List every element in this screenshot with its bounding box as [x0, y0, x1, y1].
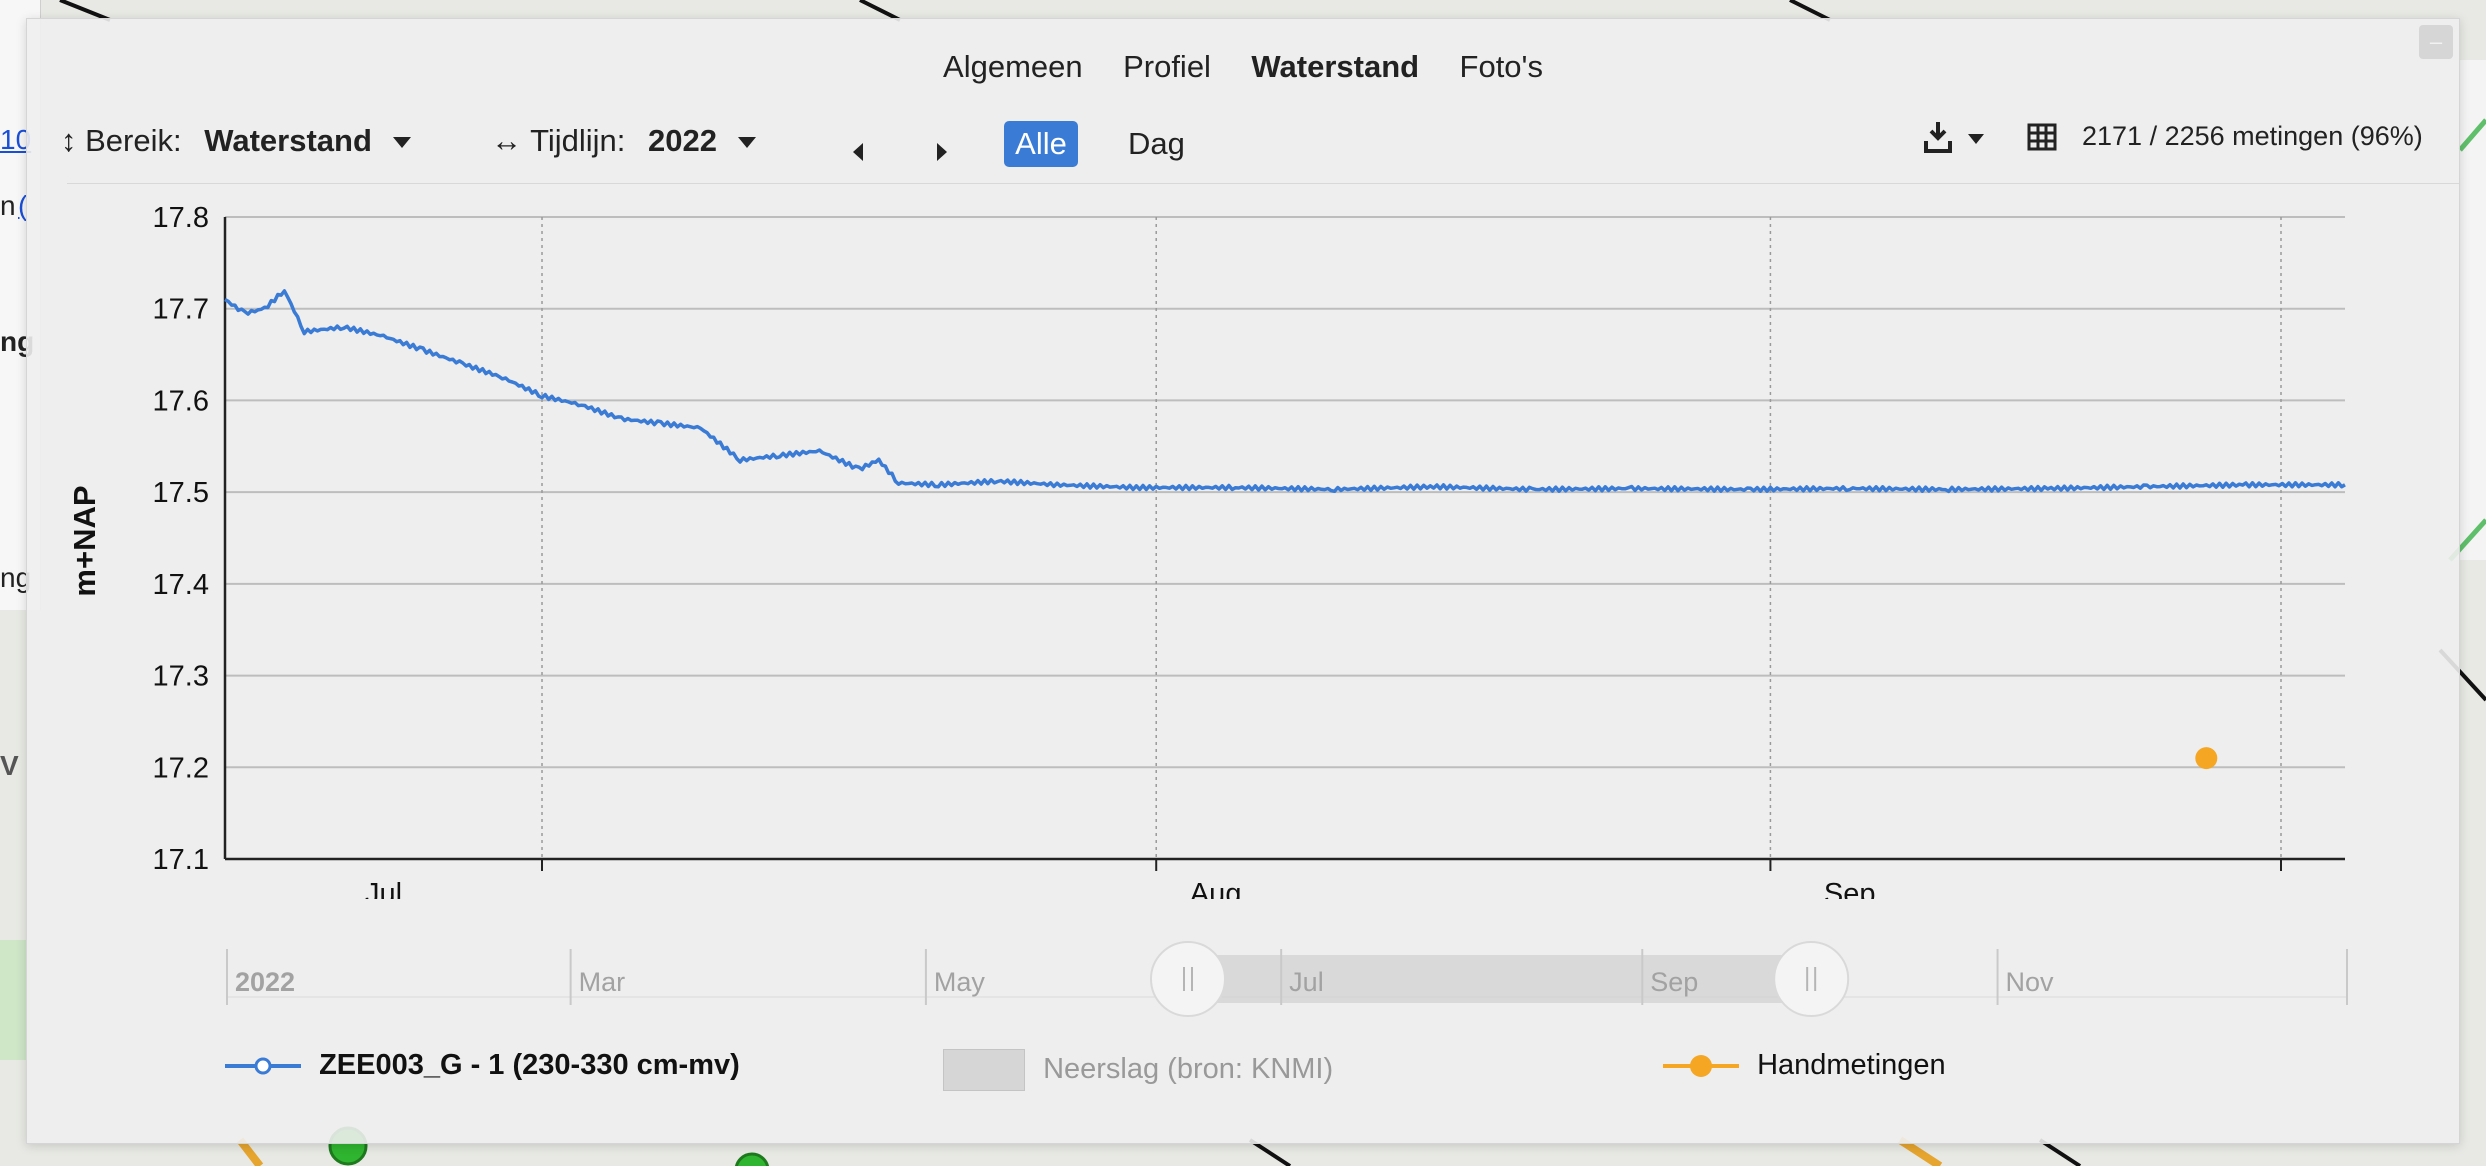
legend-series-label: ZEE003_G - 1 (230-330 cm-mv): [319, 1049, 740, 1081]
download-button[interactable]: [1924, 119, 1994, 163]
manual-measurement-point: [2195, 747, 2218, 770]
y-tick-label: 17.1: [153, 844, 209, 876]
y-tick-label: 17.6: [153, 385, 209, 417]
y-tick-label: 17.4: [153, 569, 209, 601]
vertical-arrows-icon: ↕: [61, 123, 77, 158]
tab-bar: Algemeen Profiel Waterstand Foto's: [27, 49, 2459, 85]
download-icon: [1924, 122, 1984, 153]
alle-button[interactable]: Alle: [1004, 121, 1078, 167]
dag-button[interactable]: Dag: [1128, 126, 1185, 161]
side-text-fragment-3: V: [0, 750, 19, 781]
side-link-fragment-2[interactable]: (: [18, 190, 28, 221]
prev-button[interactable]: [853, 133, 863, 169]
side-text-fragment-2: ng: [0, 562, 32, 593]
manual-marker-icon: [1663, 1055, 1739, 1078]
tijdlijn-label: Tijdlijn:: [530, 123, 626, 158]
bereik-dropdown[interactable]: ↕ Bereik: Waterstand: [61, 123, 411, 159]
side-text-fragment: n: [0, 190, 16, 221]
navigator: 2022 Mar May Jul Sep Nov: [226, 941, 2348, 1017]
navigator-label: 2022: [235, 967, 295, 997]
navigator-handle-end[interactable]: [1773, 941, 1850, 1017]
x-tick-label: Aug: [1190, 878, 1242, 899]
tab-profiel[interactable]: Profiel: [1123, 49, 1211, 84]
y-tick-label: 17.3: [153, 661, 209, 693]
series-line-marker-icon: [225, 1057, 301, 1075]
navigator-label: Mar: [579, 967, 626, 997]
tab-algemeen[interactable]: Algemeen: [943, 49, 1083, 84]
tab-waterstand[interactable]: Waterstand: [1251, 49, 1420, 84]
table-icon: [2027, 123, 2057, 151]
legend-item-series[interactable]: ZEE003_G - 1 (230-330 cm-mv): [223, 1049, 740, 1082]
close-button[interactable]: –: [2419, 25, 2453, 59]
side-link-fragment[interactable]: 10: [0, 124, 32, 155]
tijdlijn-value: 2022: [648, 123, 717, 158]
chart-popup: – Algemeen Profiel Waterstand Foto's ↕ B…: [26, 18, 2460, 1144]
y-tick-label: 17.7: [153, 294, 209, 326]
tab-fotos[interactable]: Foto's: [1459, 49, 1543, 84]
y-tick-label: 17.5: [153, 477, 209, 509]
legend-manual-label: Handmetingen: [1757, 1049, 1946, 1081]
x-tick-label: Sep: [1824, 878, 1876, 899]
navigator-content: 2022 Mar May Jul Sep Nov: [226, 941, 2348, 1017]
bereik-value: Waterstand: [204, 123, 372, 158]
tijdlijn-dropdown[interactable]: ↔ Tijdlijn: 2022: [491, 123, 756, 159]
series: [224, 289, 2346, 770]
y-tick-label: 17.8: [153, 202, 209, 234]
axes: 17.8 17.7 17.6 17.5 17.4 17.3 17.2 17.1 Jul Aug Se…: [153, 202, 2345, 899]
chevron-down-icon: [392, 137, 411, 149]
toolbar: ↕ Bereik: Waterstand ↔ Tijdlijn: 2022: [27, 105, 2459, 165]
legend-item-manual[interactable]: Handmetingen: [1661, 1049, 1946, 1082]
x-tick-label: Jul: [365, 878, 402, 899]
navigator-label: Sep: [1650, 967, 1698, 997]
measurement-count: 2171 / 2256 metingen (96%): [2082, 121, 2423, 151]
navigator-handle-start[interactable]: [1149, 941, 1226, 1017]
navigator-selection: [1187, 955, 1812, 1003]
navigator-label: May: [934, 967, 986, 997]
horizontal-arrows-icon: ↔: [491, 123, 522, 158]
navigator-label: Jul: [1289, 967, 1324, 997]
prev-icon: [853, 143, 863, 161]
next-button[interactable]: [937, 133, 947, 169]
series-line: [224, 289, 2346, 494]
y-axis-label: m+NAP: [67, 485, 102, 596]
table-button[interactable]: [2027, 123, 2057, 159]
next-icon: [937, 143, 947, 161]
navigator-label: Nov: [2006, 967, 2055, 997]
precip-swatch-icon: [943, 1049, 1025, 1091]
legend-precip-label: Neerslag (bron: KNMI): [1043, 1052, 1334, 1085]
legend: ZEE003_G - 1 (230-330 cm-mv) Neerslag (b…: [27, 1029, 2459, 1091]
toolbar-divider: [67, 183, 2459, 184]
waterstand-chart: 17.8 17.7 17.6 17.5 17.4 17.3 17.2 17.1 Jul Aug Se…: [67, 202, 2346, 899]
chevron-down-icon: [737, 137, 756, 149]
y-tick-label: 17.2: [153, 752, 209, 784]
bereik-label: Bereik:: [85, 123, 182, 158]
legend-item-precip[interactable]: Neerslag (bron: KNMI): [943, 1049, 1333, 1091]
